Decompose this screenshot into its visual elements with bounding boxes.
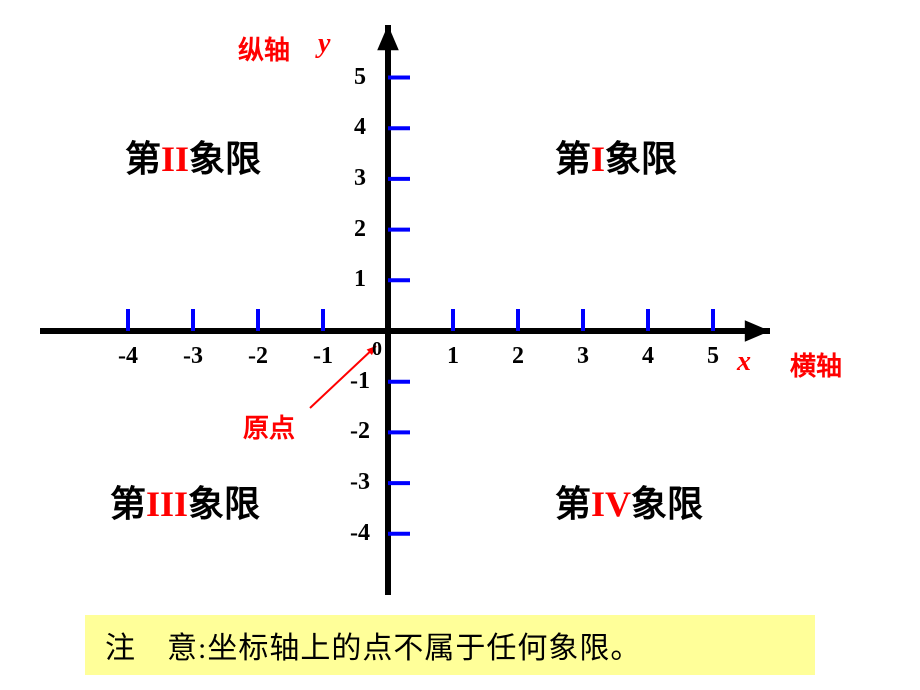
y-tick-label: -4 — [350, 520, 370, 547]
y-tick-label: -3 — [350, 469, 370, 496]
y-tick-label: 5 — [354, 64, 366, 91]
y-tick-label: -1 — [350, 368, 370, 395]
y-tick-label: 2 — [354, 216, 366, 243]
x-tick-label: -1 — [313, 343, 333, 370]
coordinate-plane-svg — [0, 0, 920, 690]
y-axis-char: y — [318, 28, 330, 60]
origin-zero: 0 — [372, 338, 382, 361]
note-box: 注 意:坐标轴上的点不属于任何象限。 — [85, 615, 815, 675]
x-tick-label: 3 — [577, 343, 589, 370]
x-tick-label: -4 — [118, 343, 138, 370]
x-tick-label: -2 — [248, 343, 268, 370]
quadrant-3-label: 第III象限 — [110, 475, 260, 527]
y-axis-name: 纵轴 — [238, 30, 290, 67]
x-tick-label: 2 — [512, 343, 524, 370]
y-tick-label: 3 — [354, 165, 366, 192]
x-axis-name: 横轴 — [790, 346, 842, 383]
origin-name: 原点 — [243, 408, 295, 445]
y-tick-label: -2 — [350, 418, 370, 445]
x-tick-label: -3 — [183, 343, 203, 370]
x-tick-label: 1 — [447, 343, 459, 370]
quadrant-2-label: 第II象限 — [125, 130, 261, 182]
y-tick-label: 4 — [354, 114, 366, 141]
quadrant-4-label: 第IV象限 — [555, 475, 703, 527]
y-tick-label: 1 — [354, 266, 366, 293]
x-tick-label: 4 — [642, 343, 654, 370]
x-axis-char: x — [737, 346, 751, 378]
quadrant-1-label: 第I象限 — [555, 130, 677, 182]
x-tick-label: 5 — [707, 343, 719, 370]
